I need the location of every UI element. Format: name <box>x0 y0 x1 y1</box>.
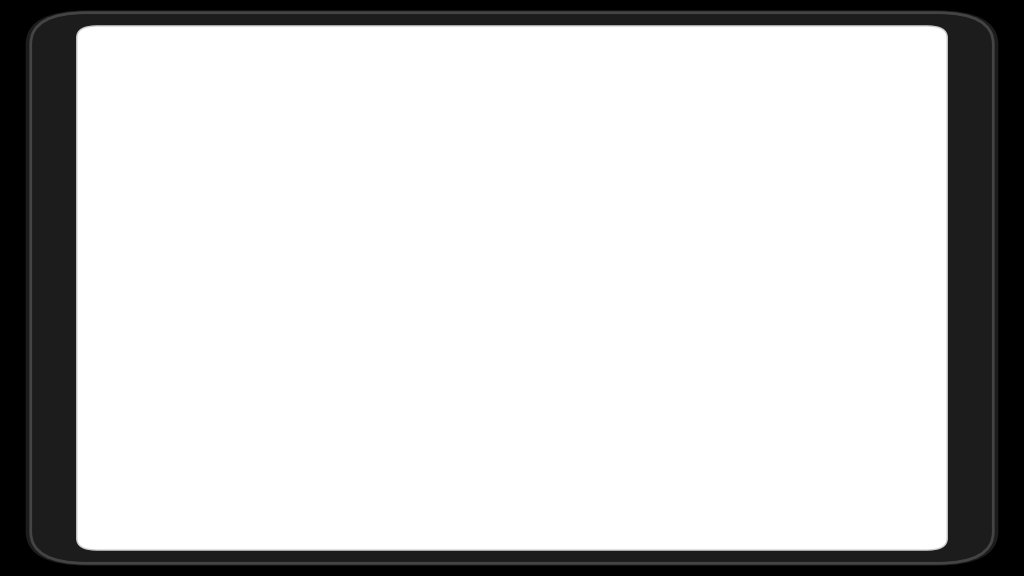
FancyBboxPatch shape <box>527 206 628 250</box>
Text: Analytics: Analytics <box>649 223 697 233</box>
Text: Transactional
Email: Transactional Email <box>543 217 612 239</box>
Text: Marketing Email: Marketing Email <box>248 223 332 233</box>
Text: Anti-Spam: Anti-Spam <box>730 223 784 233</box>
Text: Web Platform: Web Platform <box>467 294 557 308</box>
FancyBboxPatch shape <box>421 278 603 324</box>
FancyBboxPatch shape <box>439 206 532 250</box>
Text: Federated
Search: Federated Search <box>373 217 425 239</box>
Text: 3PL: 3PL <box>500 420 524 433</box>
FancyBboxPatch shape <box>421 341 603 387</box>
FancyBboxPatch shape <box>216 345 346 383</box>
FancyBboxPatch shape <box>352 206 445 250</box>
Text: ERP: ERP <box>500 358 524 370</box>
FancyBboxPatch shape <box>714 206 801 250</box>
FancyBboxPatch shape <box>708 335 829 373</box>
FancyBboxPatch shape <box>240 206 340 250</box>
Text: Payment
Gateway: Payment Gateway <box>463 217 509 239</box>
Text: Proposed Architecture: Proposed Architecture <box>353 59 671 82</box>
FancyBboxPatch shape <box>421 404 603 449</box>
Text: Trade Compliance: Trade Compliance <box>234 359 328 369</box>
Text: Tax Engine: Tax Engine <box>737 347 801 360</box>
FancyBboxPatch shape <box>630 206 717 250</box>
